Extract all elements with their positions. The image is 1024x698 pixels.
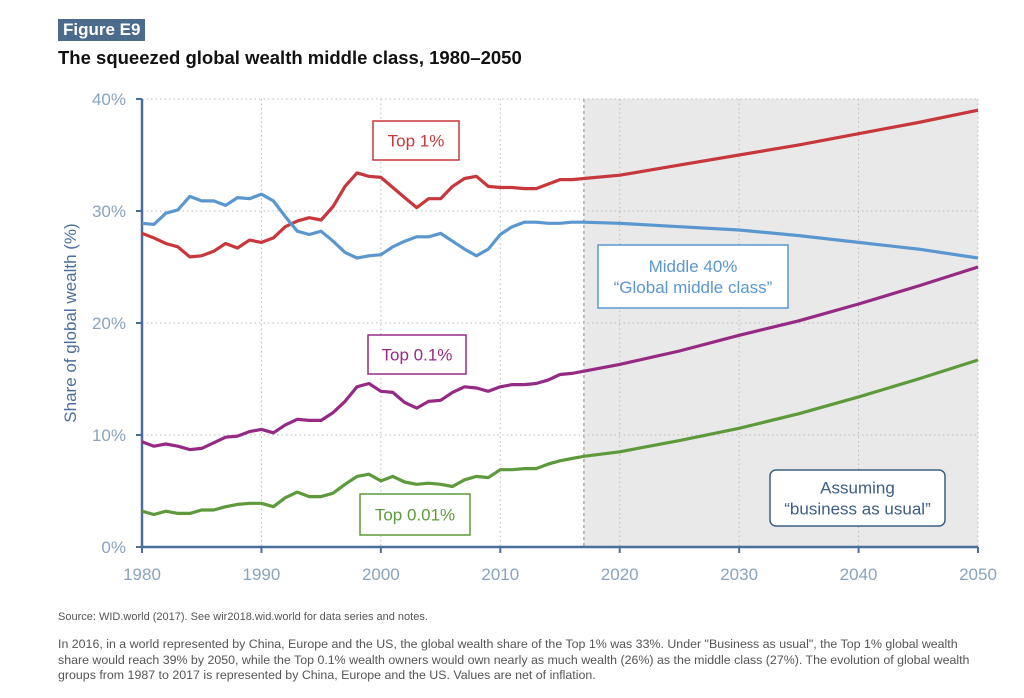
y-tick-label: 30% [92,202,126,221]
x-tick-label: 1980 [123,565,161,584]
y-tick-label: 40% [92,90,126,109]
x-tick-label: 2010 [481,565,519,584]
legend-label-top1-text: Top 1% [388,132,445,151]
series-line-middle40 [141,192,979,260]
projection-label-text: Assuming [820,479,895,498]
projection-label-box [769,469,946,527]
series-line-top1 [141,108,979,259]
x-tick-label: 2020 [601,565,639,584]
figure-label: Figure E9 [58,19,146,41]
legend-label-middle40-text: Middle 40% [649,257,738,276]
series-line-top001 [141,358,979,517]
series-line-top01 [141,265,979,452]
legend-label-top001-box [359,493,471,536]
x-tick-label: 2040 [840,565,878,584]
chart-title: The squeezed global wealth middle class,… [58,47,522,68]
x-tick-label: 2050 [959,565,997,584]
legend-label-top001-text: Top 0.01% [375,506,455,525]
y-axis-label: Share of global wealth (%) [61,223,80,422]
legend-label-top01-text: Top 0.1% [382,346,453,365]
x-tick-label: 2000 [362,565,400,584]
x-tick-label: 1990 [243,565,281,584]
legend-label-top01-box [367,334,467,375]
legend-label-middle40-box [597,244,789,309]
y-tick-label: 20% [92,314,126,333]
y-tick-label: 10% [92,426,126,445]
y-tick-label: 0% [101,538,126,557]
source-note: Source: WID.world (2017). See wir2018.wi… [58,611,428,623]
legend-label-top1-box [372,120,460,161]
legend-label-middle40-text: “Global middle class” [614,278,773,297]
caption: In 2016, in a world represented by China… [58,637,970,682]
projection-label-text: “business as usual” [784,500,931,519]
x-tick-label: 2030 [720,565,758,584]
